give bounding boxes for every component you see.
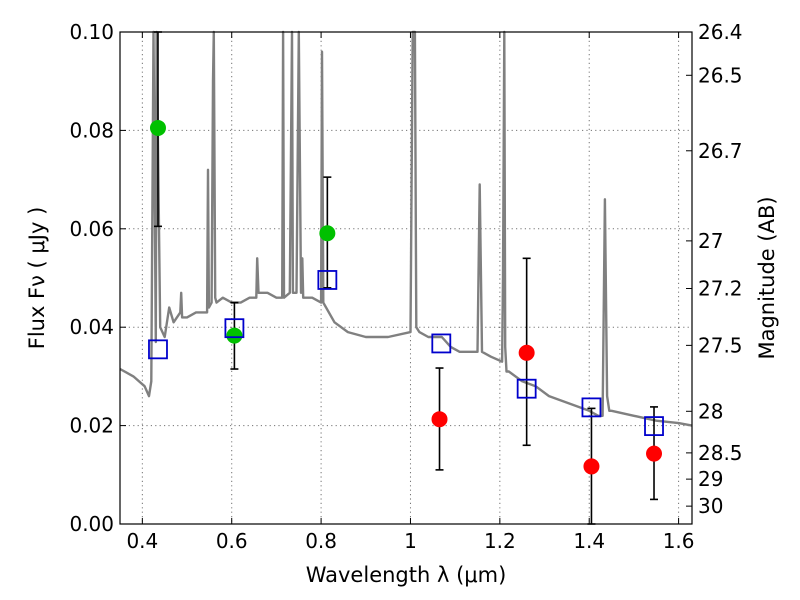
right-tick-label: 27.2 bbox=[698, 277, 743, 301]
model-point-square bbox=[431, 333, 452, 354]
model-point-square bbox=[148, 339, 168, 360]
y-tick-label: 0.08 bbox=[69, 118, 114, 142]
data-point bbox=[583, 458, 600, 475]
model-point-square bbox=[644, 416, 664, 436]
model-point-square bbox=[224, 318, 245, 339]
marker-layer bbox=[148, 119, 664, 475]
right-tick-label: 28.5 bbox=[698, 441, 743, 465]
right-tick-label: 26.7 bbox=[698, 139, 743, 163]
x-tick-label: 1.6 bbox=[663, 529, 695, 553]
y-tick-label: 0.06 bbox=[69, 217, 114, 241]
errorbar-layer bbox=[153, 31, 659, 525]
x-tick-label: 1.2 bbox=[484, 529, 516, 553]
model-point-square bbox=[516, 378, 537, 399]
x-tick-label: 0.8 bbox=[305, 529, 337, 553]
data-point bbox=[518, 344, 535, 361]
y-tick-label: 0.04 bbox=[69, 315, 114, 339]
x-tick-label: 1 bbox=[404, 529, 417, 553]
right-tick-label: 29 bbox=[698, 467, 723, 491]
data-point bbox=[149, 119, 166, 136]
y-axis-label-right: Magnitude (AB) bbox=[755, 196, 779, 359]
x-tick-label: 1.4 bbox=[573, 529, 605, 553]
y-axis-label: Flux Fν ( μJy ) bbox=[25, 207, 49, 350]
right-tick-label: 30 bbox=[698, 494, 723, 518]
data-point bbox=[431, 411, 448, 428]
data-point bbox=[646, 445, 663, 462]
plot-frame bbox=[119, 31, 693, 525]
right-tick-label: 26.5 bbox=[698, 63, 743, 87]
data-point bbox=[226, 327, 243, 344]
right-tick-label: 27 bbox=[698, 229, 723, 253]
model-point-square bbox=[317, 270, 338, 290]
model-point-square bbox=[581, 397, 602, 418]
y-tick-label: 0.10 bbox=[69, 20, 114, 44]
right-tick-label: 26.4 bbox=[698, 20, 743, 44]
x-axis-label: Wavelength λ (μm) bbox=[306, 563, 507, 587]
data-point bbox=[319, 225, 336, 242]
y-tick-label: 0.00 bbox=[69, 512, 114, 536]
right-tick-label: 28 bbox=[698, 399, 723, 423]
x-tick-label: 0.6 bbox=[216, 529, 248, 553]
tick-layer: 0.4 0.6 0.8 1 1.2 1.4 1.6 0.00 0.02 0.04 0.06 0.08 0… bbox=[69, 20, 742, 553]
right-tick-label: 27.5 bbox=[698, 333, 743, 357]
x-tick-label: 0.4 bbox=[126, 529, 158, 553]
y-tick-label: 0.02 bbox=[69, 414, 114, 438]
